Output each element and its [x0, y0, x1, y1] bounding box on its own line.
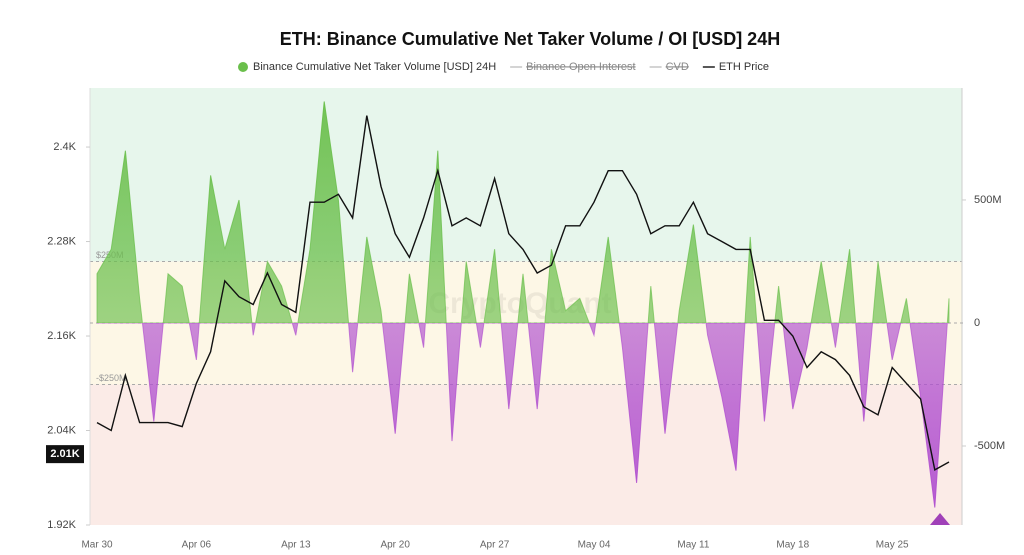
y-tick-label: 2.04K — [47, 424, 76, 436]
legend-label: CVD — [666, 61, 689, 73]
x-tick-label: Apr 13 — [281, 540, 311, 551]
price-tag-label: 2.01K — [50, 448, 79, 460]
x-tick-label: May 25 — [876, 540, 909, 551]
legend: Binance Cumulative Net Taker Volume [USD… — [238, 61, 769, 73]
price-line — [96, 115, 950, 471]
x-tick-label: May 18 — [776, 540, 809, 551]
y-tick-label: 2.4K — [53, 141, 76, 153]
y-tick-label: 2.16K — [47, 330, 76, 342]
y-tick-label: 1.92K — [47, 519, 76, 531]
y2-tick-label: 500M — [974, 194, 1002, 206]
end-marker — [930, 513, 950, 525]
x-tick-label: May 11 — [677, 540, 709, 551]
y2-tick-label: 0 — [974, 317, 980, 329]
x-tick-label: Mar 30 — [81, 540, 113, 551]
threshold-label: -$250M — [96, 373, 127, 383]
zone-low — [90, 384, 962, 525]
legend-label: ETH Price — [719, 61, 769, 73]
price-tag-box — [46, 445, 84, 464]
x-tick-label: Apr 06 — [182, 540, 212, 551]
y-tick-label: 2.28K — [47, 235, 76, 247]
legend-label: Binance Cumulative Net Taker Volume [USD… — [253, 61, 496, 73]
chart-title: ETH: Binance Cumulative Net Taker Volume… — [280, 29, 780, 49]
net-taker-area — [96, 101, 950, 508]
y2-tick-label: -500M — [974, 440, 1005, 452]
x-tick-label: May 04 — [578, 540, 611, 551]
x-tick-label: Apr 20 — [380, 540, 410, 551]
x-tick-label: Apr 27 — [480, 540, 510, 551]
legend-label: Binance Open Interest — [526, 61, 635, 73]
legend-marker — [238, 62, 248, 72]
